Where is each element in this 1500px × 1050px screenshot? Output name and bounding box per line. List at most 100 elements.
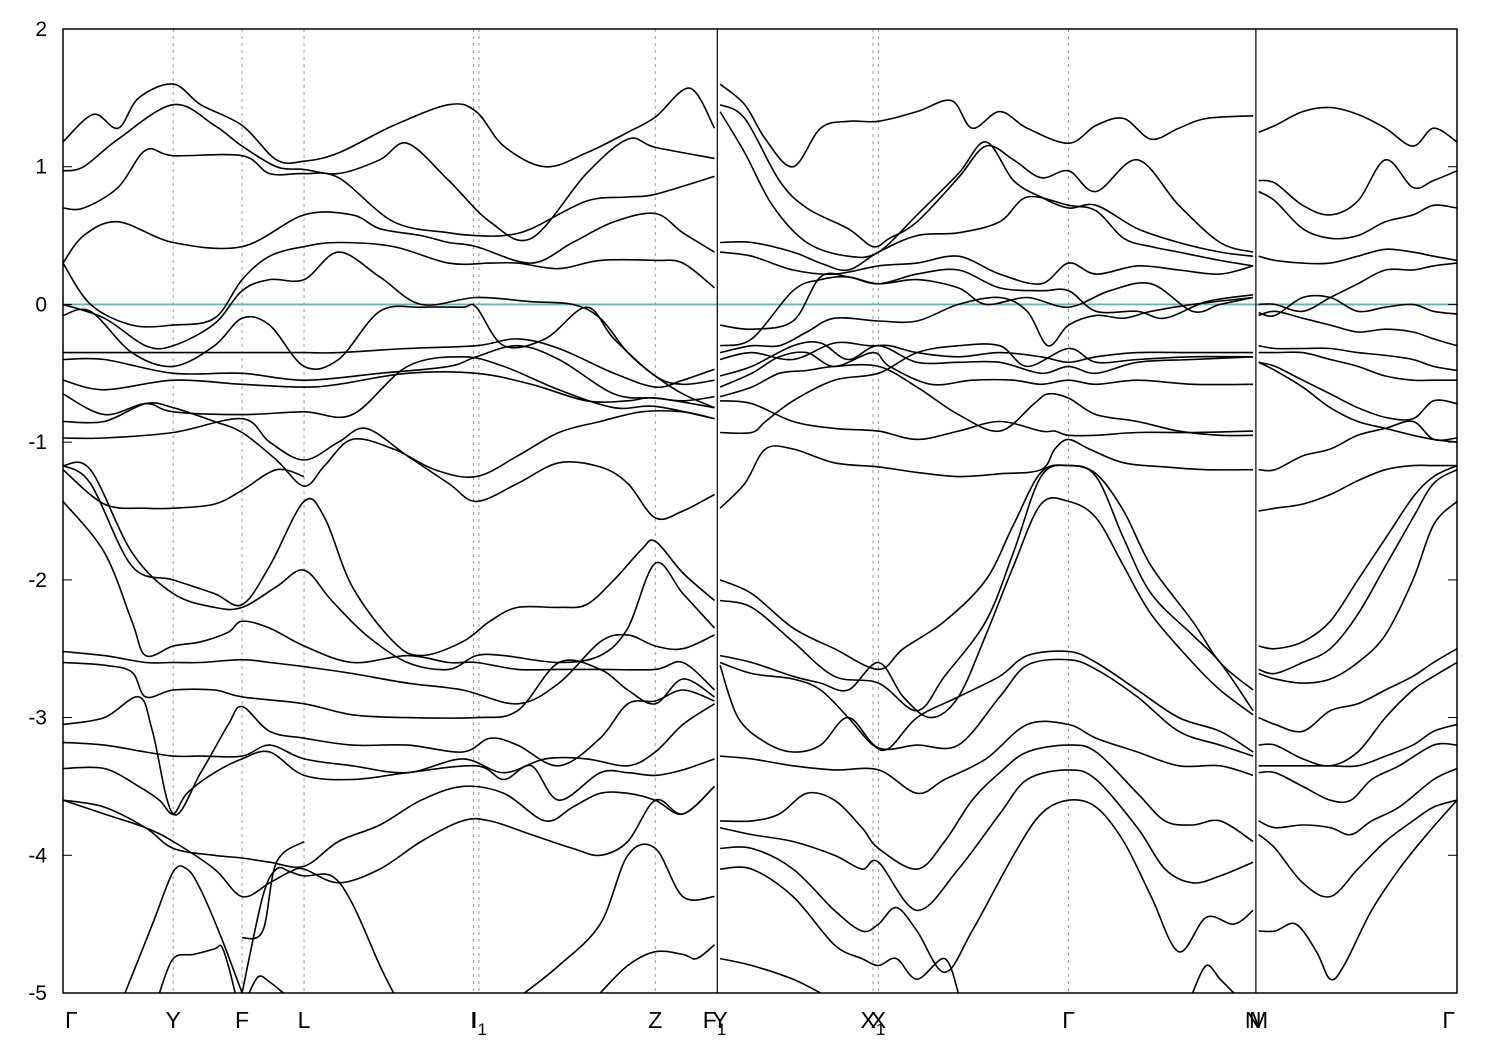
band-s1-1 [719, 103, 1254, 253]
band-s1-6 [719, 275, 1254, 347]
xtick-label-13: M [1249, 1007, 1268, 1033]
band-s2-2 [1258, 190, 1457, 240]
band-s0-20 [63, 703, 715, 774]
band-s0-26 [241, 866, 395, 993]
band-s1-21 [720, 744, 1254, 870]
band-s2-6 [1258, 310, 1457, 347]
band-s2-22 [1258, 799, 1457, 981]
band-s0-9 [63, 371, 715, 409]
band-s2-19 [1258, 742, 1457, 804]
band-s1-8 [719, 341, 1254, 364]
xtick-label-11: Γ [1062, 1007, 1075, 1033]
band-s0-21 [63, 750, 715, 815]
band-s1-19 [719, 658, 1254, 757]
band-s1-4 [719, 251, 1254, 285]
bands-layer [63, 83, 1457, 993]
xtick-label-6: Z [648, 1007, 662, 1033]
xtick-label-3: L [298, 1007, 311, 1033]
band-s1-2 [719, 111, 1254, 259]
plot-frame [62, 28, 1458, 994]
x-axis-ticks: Γ Y F L II1 Z F1Y X1X Γ NM Γ [65, 1007, 1455, 1039]
band-s0-17 [63, 633, 715, 705]
band-s2-4 [1258, 262, 1457, 313]
band-s1-24 [720, 866, 960, 993]
xtick-label-9: X1 [861, 1007, 886, 1039]
band-s1-5 [719, 268, 1254, 331]
band-s2-8 [1258, 351, 1457, 382]
band-s0-5 [63, 251, 715, 409]
band-s2-0 [1258, 106, 1457, 147]
ytick-label: -4 [28, 844, 47, 867]
band-s1-26 [1191, 964, 1235, 993]
band-s1-22 [719, 769, 1254, 912]
band-s1-13 [719, 438, 1254, 509]
xtick-label-4: I [470, 1007, 476, 1033]
band-s1-25 [719, 957, 821, 993]
path-break-layer [716, 29, 1257, 993]
xtick-label-10: X [871, 1007, 886, 1033]
ytick-label: -5 [28, 982, 47, 1005]
band-s2-7 [1258, 344, 1457, 372]
band-s0-11 [63, 402, 715, 487]
xtick-label-7: F1 [703, 1007, 727, 1039]
band-s0-25 [158, 944, 236, 993]
band-s2-5 [1258, 294, 1457, 317]
band-s2-11 [1258, 420, 1457, 472]
band-s0-0 [63, 83, 716, 168]
band-s2-18 [1258, 723, 1457, 768]
band-s2-14 [1258, 468, 1457, 675]
band-s1-7 [719, 296, 1254, 354]
band-s1-11 [719, 363, 1254, 437]
band-s2-20 [1258, 767, 1457, 836]
ytick-label: 2 [35, 18, 47, 41]
band-s0-18 [63, 659, 715, 719]
band-s2-12 [1258, 464, 1457, 512]
band-s1-10 [719, 351, 1254, 388]
band-s0-22 [63, 785, 716, 869]
xtick-label-0: Γ [65, 1007, 78, 1033]
ytick-label: -1 [28, 431, 47, 454]
band-s2-3 [1258, 248, 1457, 265]
band-s1-18 [719, 650, 1254, 753]
band-s0-14 [63, 464, 716, 657]
band-s1-9 [719, 341, 1254, 377]
band-s1-12 [720, 400, 1254, 441]
band-s1-16 [719, 464, 1254, 712]
xtick-label-8: Y [712, 1007, 727, 1033]
band-s1-3 [720, 195, 1254, 272]
band-s2-15 [1258, 500, 1457, 684]
xtick-label-14: Γ [1442, 1007, 1455, 1033]
band-s0-28 [248, 975, 284, 993]
ytick-label: 1 [35, 156, 47, 179]
band-s1-14 [720, 343, 1254, 435]
band-s0-7 [63, 338, 715, 389]
band-s2-9 [1258, 361, 1457, 421]
band-s0-8 [63, 344, 715, 402]
band-s1-17 [719, 497, 1254, 719]
band-s0-24 [124, 865, 243, 993]
band-s2-13 [1258, 464, 1457, 650]
xtick-label-5: I1 [471, 1007, 487, 1039]
band-s0-27 [241, 840, 305, 940]
y-axis-ticks: 2 1 0 -1 -2 -3 -4 -5 [28, 18, 1457, 1005]
band-s2-1 [1258, 158, 1457, 216]
band-s2-10 [1258, 361, 1457, 443]
band-s1-20 [720, 720, 1254, 795]
band-s2-21 [1258, 799, 1457, 898]
ytick-label: -3 [28, 707, 47, 730]
xtick-label-12: N [1245, 1007, 1262, 1033]
band-s0-2 [63, 147, 715, 237]
xtick-label-2: F [235, 1007, 249, 1033]
band-s0-16 [63, 500, 716, 691]
band-s0-30 [599, 944, 716, 993]
band-s0-19 [63, 689, 715, 816]
band-s1-0 [719, 83, 1254, 168]
band-s1-23 [720, 799, 1254, 974]
ytick-label: -2 [28, 569, 47, 592]
band-s0-1 [63, 103, 715, 242]
ytick-label: 0 [35, 293, 47, 316]
xtick-label-1: Y [166, 1007, 181, 1033]
band-s2-17 [1258, 661, 1457, 767]
band-s1-15 [719, 464, 1254, 691]
